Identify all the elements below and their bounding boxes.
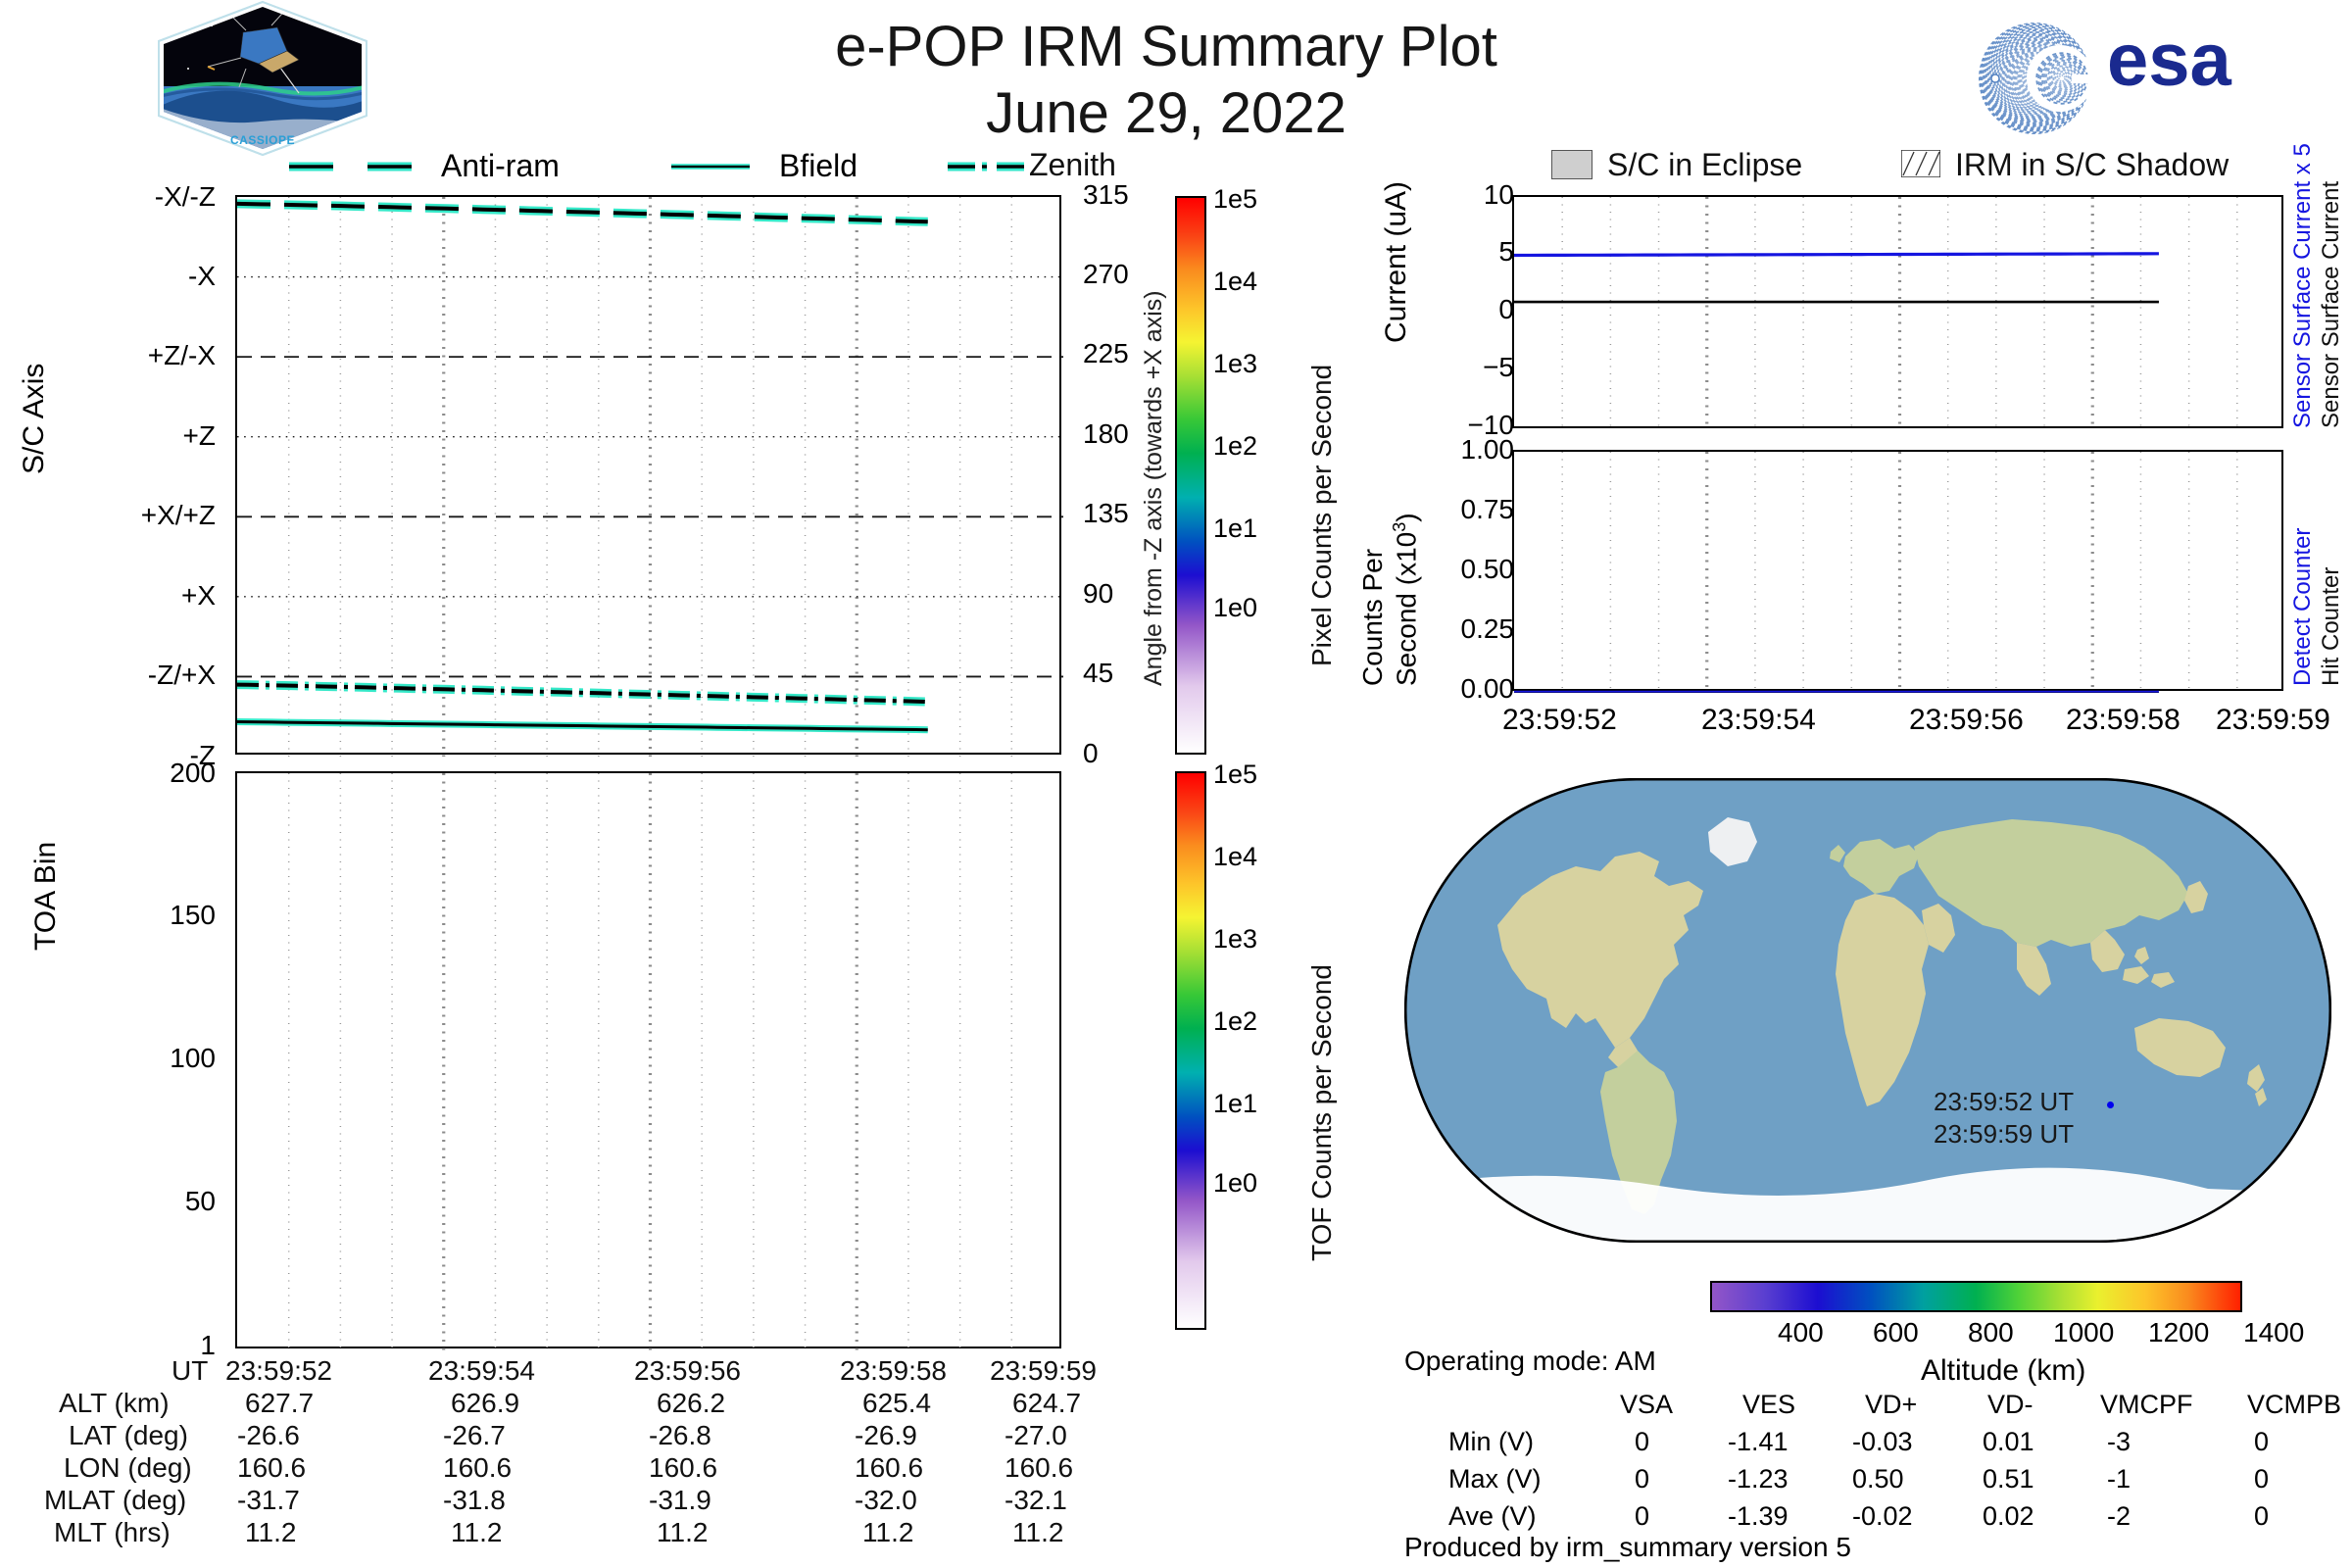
svg-text:CASSIOPE: CASSIOPE <box>230 133 295 147</box>
svg-text:Anti-ram: Anti-ram <box>441 148 560 183</box>
svg-text:Bfield: Bfield <box>779 148 858 183</box>
